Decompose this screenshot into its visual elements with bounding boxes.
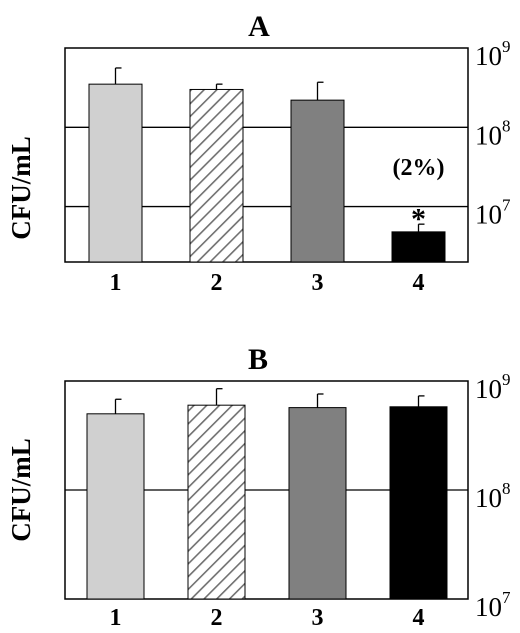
panel-b-xtick-2: 2	[211, 605, 223, 631]
panel-b-ytick-1e8: 108	[475, 479, 511, 513]
panel-b-bar-4	[389, 406, 448, 600]
panel-a-xtick-3: 3	[312, 270, 324, 296]
panel-a-ytick-1e9: 109	[475, 37, 511, 71]
panel-b-title: B	[248, 343, 268, 376]
panel-b-ytick-1e7: 107	[475, 588, 511, 622]
panel-a-percent-annotation: (2%)	[393, 155, 445, 181]
panel-b-bar-2	[187, 404, 246, 600]
panel-a-bar-1	[88, 83, 143, 263]
panel-b: B CFU/mL 1 2 3 4 107 108 109	[6, 343, 511, 631]
panel-b-ytick-1e9: 109	[475, 370, 511, 404]
panel-a-xtick-1: 1	[110, 270, 122, 296]
panel-a-bar-4	[391, 231, 446, 263]
panel-a: A CFU/mL 1 2 3 4 107 108 109 * (2%)	[6, 10, 511, 296]
panel-a-ylabel: CFU/mL	[6, 136, 36, 240]
panel-a-bar-2	[189, 88, 244, 263]
panel-b-xtick-3: 3	[312, 605, 324, 631]
panel-a-title: A	[248, 10, 270, 43]
panel-a-significance-marker: *	[411, 202, 426, 235]
panel-a-xtick-2: 2	[211, 270, 223, 296]
panel-a-ytick-1e8: 108	[475, 116, 511, 150]
panel-a-plot-frame	[64, 47, 469, 263]
panel-a-ytick-1e7: 107	[475, 196, 511, 230]
panel-b-xtick-1: 1	[110, 605, 122, 631]
panel-b-bar-1	[86, 413, 145, 600]
panel-a-bar-3	[290, 99, 345, 263]
panel-b-bar-3	[288, 407, 347, 600]
panel-a-xtick-4: 4	[413, 270, 425, 296]
panel-b-xtick-4: 4	[413, 605, 425, 631]
panel-b-ylabel: CFU/mL	[6, 438, 36, 542]
